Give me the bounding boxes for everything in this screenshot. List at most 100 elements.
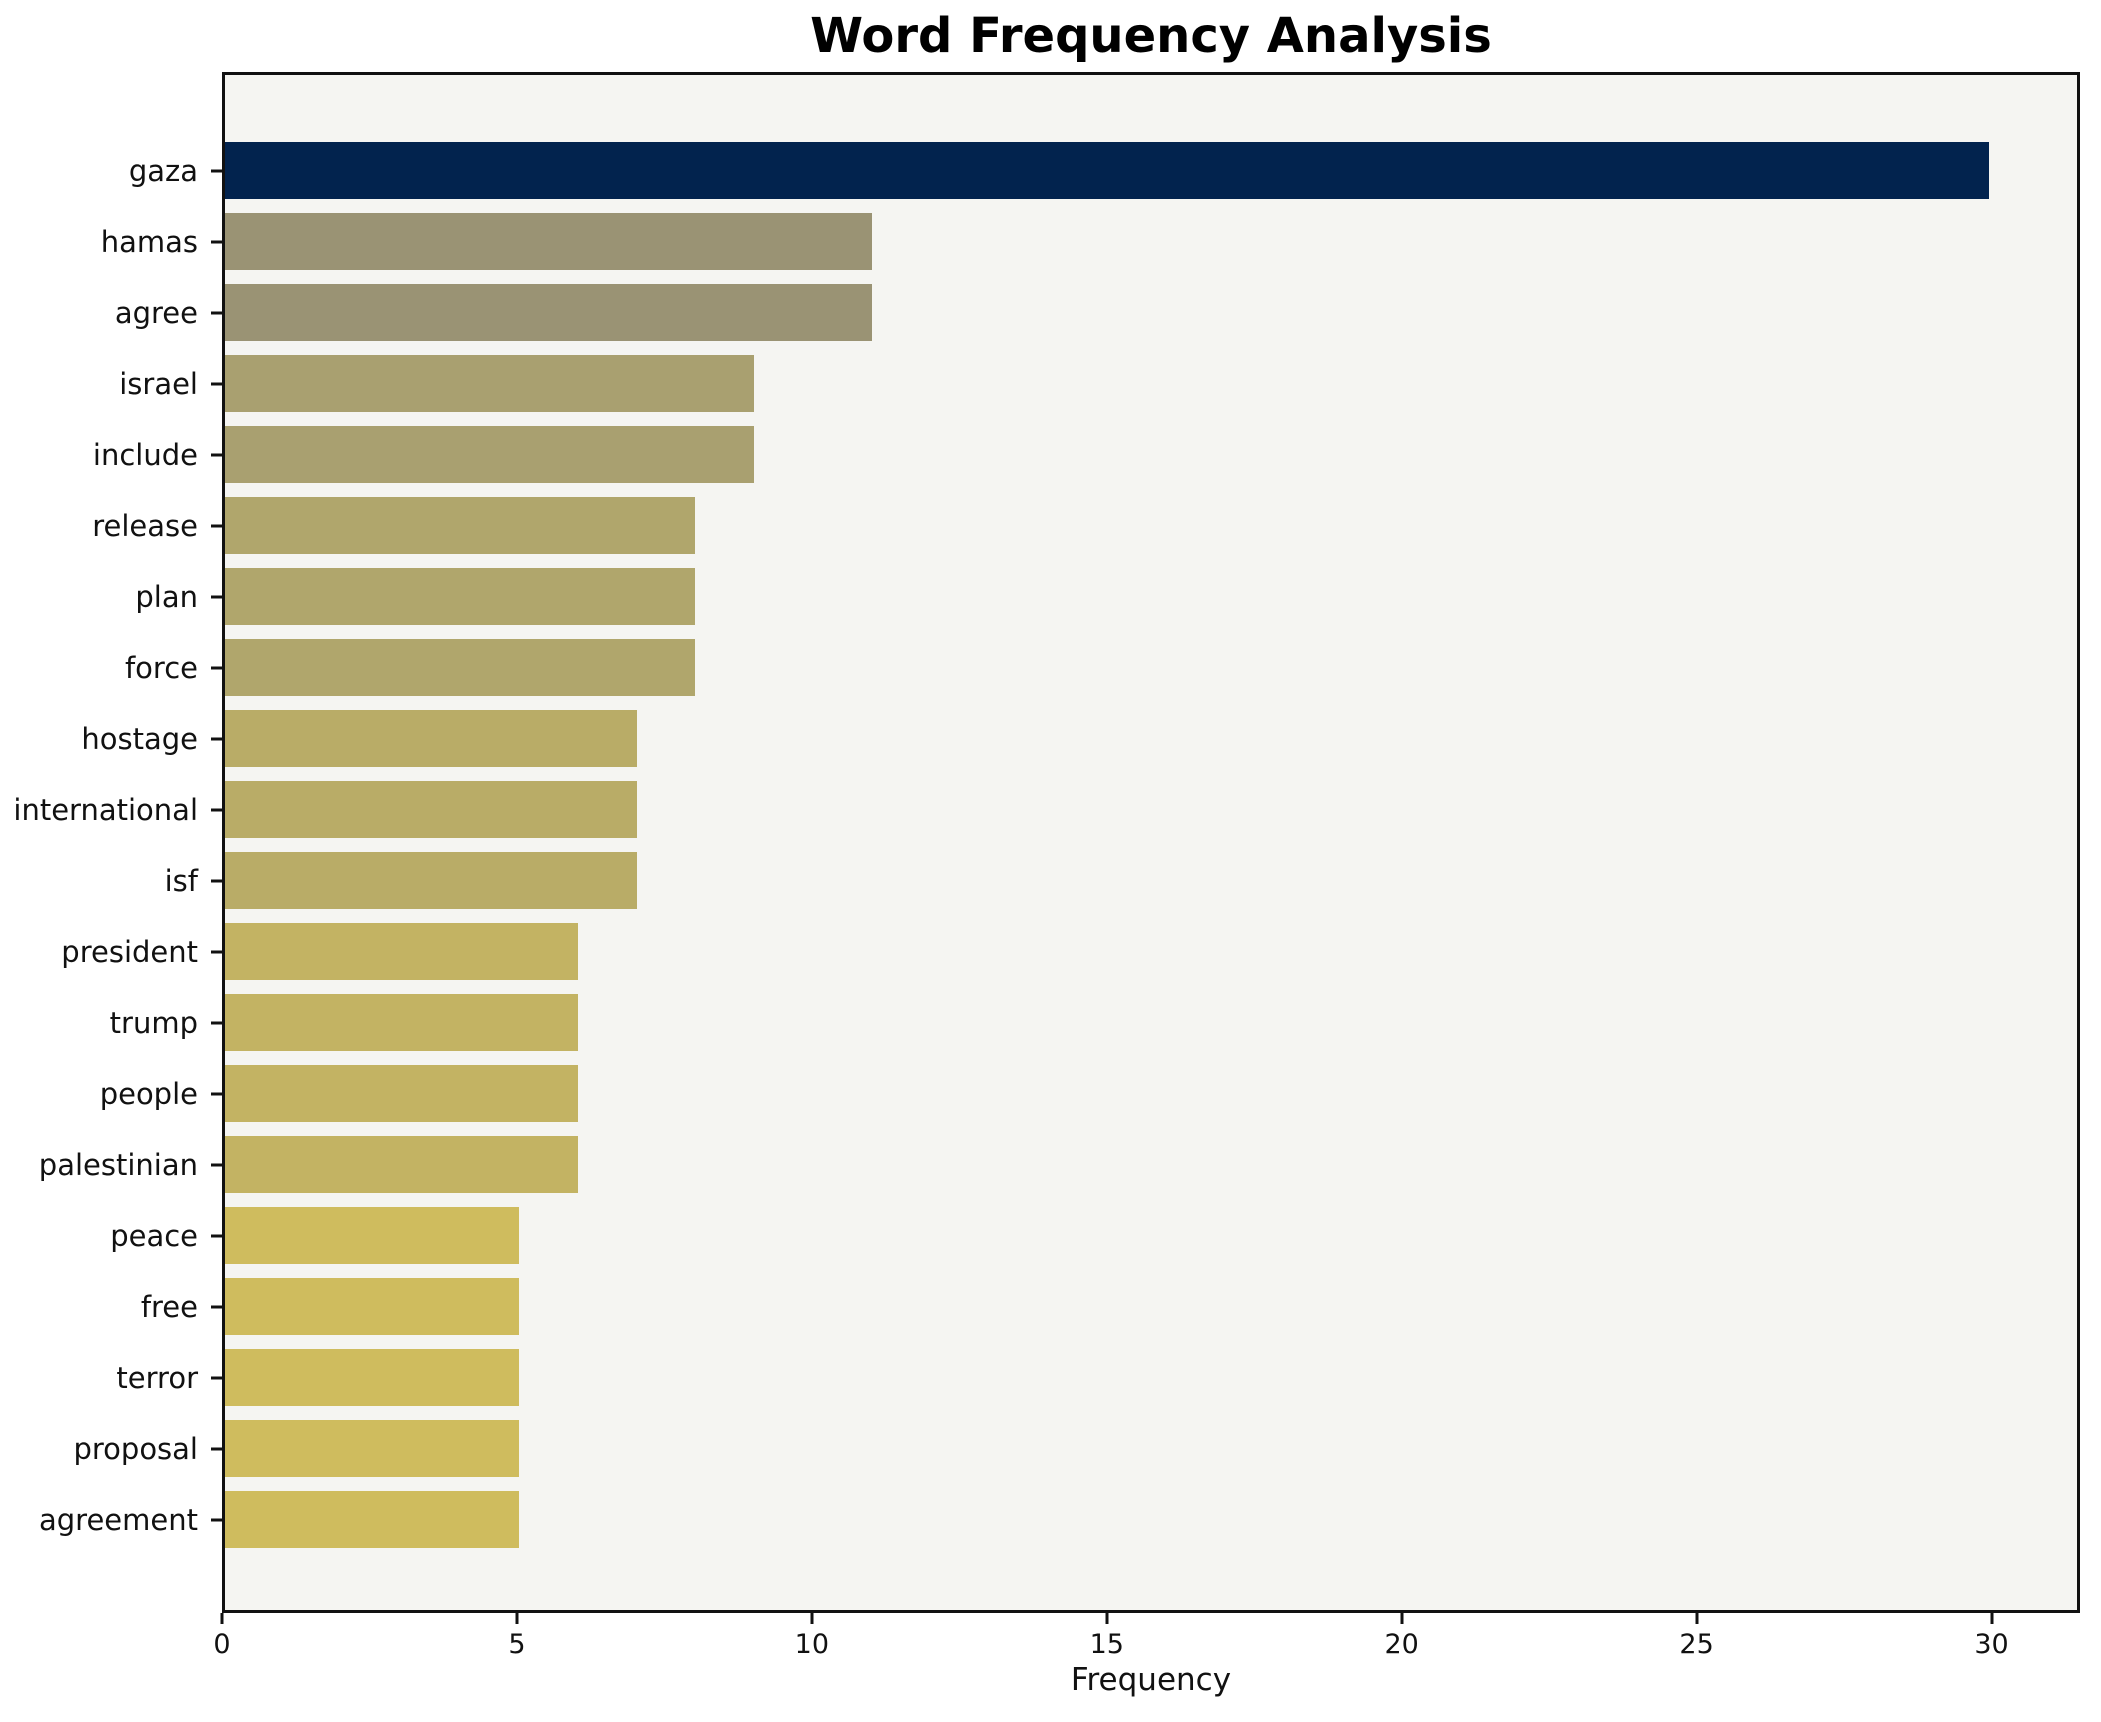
y-label-palestinian: palestinian [38,1147,198,1182]
bar-row: release [92,490,2077,561]
bar-terror [225,1349,519,1406]
x-tick-mark [1400,1613,1404,1624]
bar-row: peace [110,1200,2077,1271]
bars-container: gaza hamas agree israel include release plan fo… [13,135,2077,1555]
bar-row: president [61,916,2077,987]
y-tick-mark [211,453,222,456]
y-tick-mark [211,1305,222,1308]
y-tick-mark [211,169,222,172]
y-label-peace: peace [110,1218,198,1253]
bar-gaza [225,142,1989,199]
bar-peace [225,1207,519,1264]
bar-trump [225,994,578,1051]
x-tick-mark [515,1613,519,1624]
y-tick-mark [211,879,222,882]
bar-row: include [93,419,2077,490]
y-label-agree: agree [114,295,198,330]
y-label-gaza: gaza [128,153,198,188]
bar-row: international [13,774,2077,845]
x-axis: 0 5 10 15 20 25 30 [213,1613,2080,1673]
bar-isf [225,852,637,909]
bar-row: hamas [101,206,2077,277]
x-tick-label: 25 [1679,1629,1714,1660]
bar-row: palestinian [39,1129,2077,1200]
y-label-isf: isf [164,863,198,898]
x-tick-mark [220,1613,224,1624]
x-tick-label: 15 [1089,1629,1124,1660]
bar-row: agree [115,277,2077,348]
bar-free [225,1278,519,1335]
y-label-president: president [61,934,198,969]
bar-row: israel [119,348,2077,419]
bar-hamas [225,213,872,270]
bar-row: hostage [81,703,2077,774]
y-tick-mark [211,382,222,385]
bar-row: free [141,1271,2077,1342]
x-tick-mark [810,1613,814,1624]
x-tick-mark [1990,1613,1994,1624]
bar-people [225,1065,578,1122]
y-label-people: people [99,1076,198,1111]
y-label-free: free [140,1289,198,1324]
x-tick-label: 10 [794,1629,830,1660]
bar-international [225,781,637,838]
x-tick-label: 0 [213,1629,231,1660]
bar-palestinian [225,1136,578,1193]
y-label-international: international [13,792,198,827]
y-label-plan: plan [135,579,198,614]
plot-area: gaza hamas agree israel include release plan fo… [13,72,2080,1613]
y-label-hostage: hostage [81,721,198,756]
y-label-trump: trump [109,1005,198,1040]
chart-title: Word Frequency Analysis [810,8,1492,64]
bar-force [225,639,696,696]
y-label-include: include [92,437,198,472]
bar-plan [225,568,696,625]
bar-row: isf [165,845,2077,916]
bar-agreement [225,1491,519,1548]
x-axis-label: Frequency [1070,1662,1232,1698]
y-label-release: release [92,508,198,543]
x-tick-label: 20 [1384,1629,1419,1660]
bar-row: gaza [129,135,2077,206]
bar-row: force [125,632,2077,703]
y-tick-mark [211,1021,222,1024]
y-tick-mark [211,240,222,243]
bar-row: people [100,1058,2077,1129]
x-tick-mark [1695,1613,1699,1624]
y-tick-mark [211,737,222,740]
y-tick-mark [211,808,222,811]
y-tick-mark [211,1518,222,1521]
bar-include [225,426,755,483]
bar-agree [225,284,872,341]
y-tick-mark [211,1163,222,1166]
bar-proposal [225,1420,519,1477]
y-tick-mark [211,1234,222,1237]
y-tick-mark [211,1447,222,1450]
y-label-proposal: proposal [73,1431,198,1466]
x-tick-label: 5 [508,1629,526,1660]
y-tick-mark [211,311,222,314]
y-tick-mark [211,950,222,953]
y-tick-mark [211,666,222,669]
y-tick-mark [211,1376,222,1379]
y-tick-mark [211,1092,222,1095]
bar-row: terror [116,1342,2077,1413]
y-tick-mark [211,524,222,527]
bar-row: trump [110,987,2077,1058]
x-tick-mark [1105,1613,1109,1624]
y-label-force: force [124,650,198,685]
bar-row: plan [135,561,2077,632]
y-tick-mark [211,595,222,598]
bar-row: agreement [39,1484,2077,1555]
bar-hostage [225,710,637,767]
bar-release [225,497,696,554]
y-label-agreement: agreement [39,1502,198,1537]
y-label-hamas: hamas [100,224,198,259]
y-label-israel: israel [119,366,198,401]
bar-row: proposal [73,1413,2077,1484]
y-label-terror: terror [116,1360,198,1395]
x-tick-label: 30 [1974,1629,2009,1660]
bar-president [225,923,578,980]
bar-israel [225,355,755,412]
